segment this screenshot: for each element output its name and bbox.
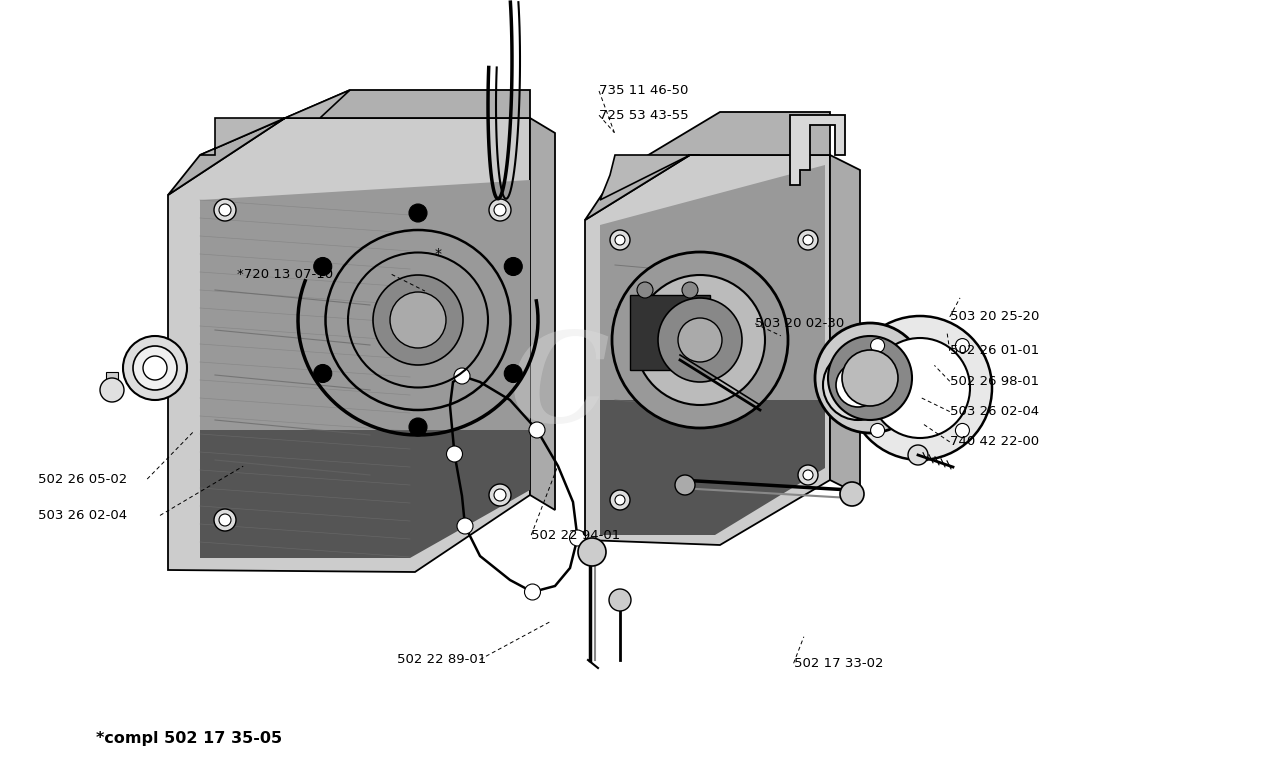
Circle shape bbox=[143, 356, 166, 380]
Circle shape bbox=[570, 530, 585, 546]
Polygon shape bbox=[200, 180, 530, 430]
Polygon shape bbox=[829, 155, 860, 495]
Circle shape bbox=[489, 199, 511, 221]
Polygon shape bbox=[600, 400, 826, 535]
Text: 502 26 01-01: 502 26 01-01 bbox=[950, 344, 1039, 358]
Circle shape bbox=[908, 445, 928, 465]
Circle shape bbox=[214, 509, 236, 531]
Circle shape bbox=[494, 489, 506, 501]
Circle shape bbox=[955, 339, 969, 352]
Text: 503 20 02-30: 503 20 02-30 bbox=[755, 317, 845, 330]
Polygon shape bbox=[600, 155, 700, 200]
Bar bbox=[106, 372, 118, 390]
Polygon shape bbox=[530, 118, 556, 510]
Circle shape bbox=[219, 514, 230, 526]
Circle shape bbox=[609, 589, 631, 611]
Polygon shape bbox=[168, 90, 530, 195]
Text: *compl 502 17 35-05: *compl 502 17 35-05 bbox=[96, 731, 282, 747]
Polygon shape bbox=[790, 115, 845, 185]
Circle shape bbox=[797, 230, 818, 250]
Circle shape bbox=[410, 418, 428, 436]
Text: 725 53 43-55: 725 53 43-55 bbox=[599, 108, 689, 122]
Text: *: * bbox=[434, 247, 442, 261]
Circle shape bbox=[214, 199, 236, 221]
Circle shape bbox=[529, 422, 545, 438]
Text: 503 26 02-04: 503 26 02-04 bbox=[950, 405, 1039, 418]
Circle shape bbox=[123, 336, 187, 400]
Circle shape bbox=[494, 204, 506, 216]
Circle shape bbox=[870, 424, 884, 437]
Circle shape bbox=[836, 363, 881, 407]
Polygon shape bbox=[600, 165, 826, 400]
Circle shape bbox=[815, 323, 925, 433]
Circle shape bbox=[314, 365, 332, 383]
Circle shape bbox=[457, 518, 474, 534]
Circle shape bbox=[682, 282, 698, 298]
Circle shape bbox=[637, 282, 653, 298]
Polygon shape bbox=[585, 155, 829, 545]
Text: 735 11 46-50: 735 11 46-50 bbox=[599, 84, 689, 98]
Circle shape bbox=[842, 350, 899, 406]
Text: 502 26 98-01: 502 26 98-01 bbox=[950, 374, 1039, 388]
Circle shape bbox=[390, 292, 445, 348]
Circle shape bbox=[849, 316, 992, 460]
Circle shape bbox=[612, 252, 788, 428]
Text: 502 22 94-01: 502 22 94-01 bbox=[531, 528, 621, 542]
Circle shape bbox=[870, 338, 970, 438]
Circle shape bbox=[504, 258, 522, 275]
Polygon shape bbox=[168, 118, 530, 572]
Circle shape bbox=[635, 275, 765, 405]
Circle shape bbox=[840, 482, 864, 506]
Circle shape bbox=[955, 424, 969, 437]
Circle shape bbox=[100, 378, 124, 402]
Circle shape bbox=[133, 346, 177, 390]
Polygon shape bbox=[200, 90, 349, 155]
Text: *720 13 07-10: *720 13 07-10 bbox=[237, 268, 333, 281]
Circle shape bbox=[454, 368, 470, 384]
Circle shape bbox=[525, 584, 540, 600]
Circle shape bbox=[579, 538, 605, 566]
Circle shape bbox=[219, 204, 230, 216]
Circle shape bbox=[410, 204, 428, 222]
Circle shape bbox=[372, 275, 463, 365]
Circle shape bbox=[678, 318, 722, 362]
Circle shape bbox=[823, 350, 893, 420]
Text: 740 42 22-00: 740 42 22-00 bbox=[950, 435, 1039, 449]
Circle shape bbox=[803, 235, 813, 245]
Circle shape bbox=[314, 258, 332, 275]
Text: 502 17 33-02: 502 17 33-02 bbox=[794, 656, 883, 670]
Circle shape bbox=[489, 484, 511, 506]
Circle shape bbox=[614, 235, 625, 245]
Text: 502 22 89-01: 502 22 89-01 bbox=[397, 653, 486, 666]
Circle shape bbox=[675, 475, 695, 495]
Text: 503 20 25-20: 503 20 25-20 bbox=[950, 310, 1039, 324]
Circle shape bbox=[611, 490, 630, 510]
Circle shape bbox=[504, 365, 522, 383]
Circle shape bbox=[614, 495, 625, 505]
Circle shape bbox=[797, 465, 818, 485]
Text: C: C bbox=[511, 327, 609, 449]
Circle shape bbox=[447, 446, 462, 462]
Text: 503 26 02-04: 503 26 02-04 bbox=[38, 509, 128, 522]
Circle shape bbox=[870, 339, 884, 352]
Circle shape bbox=[828, 336, 911, 420]
Polygon shape bbox=[200, 430, 530, 558]
Bar bbox=[630, 295, 710, 370]
Text: 502 26 05-02: 502 26 05-02 bbox=[38, 472, 128, 486]
Circle shape bbox=[611, 230, 630, 250]
Polygon shape bbox=[585, 112, 829, 220]
Circle shape bbox=[803, 470, 813, 480]
Circle shape bbox=[658, 298, 742, 382]
